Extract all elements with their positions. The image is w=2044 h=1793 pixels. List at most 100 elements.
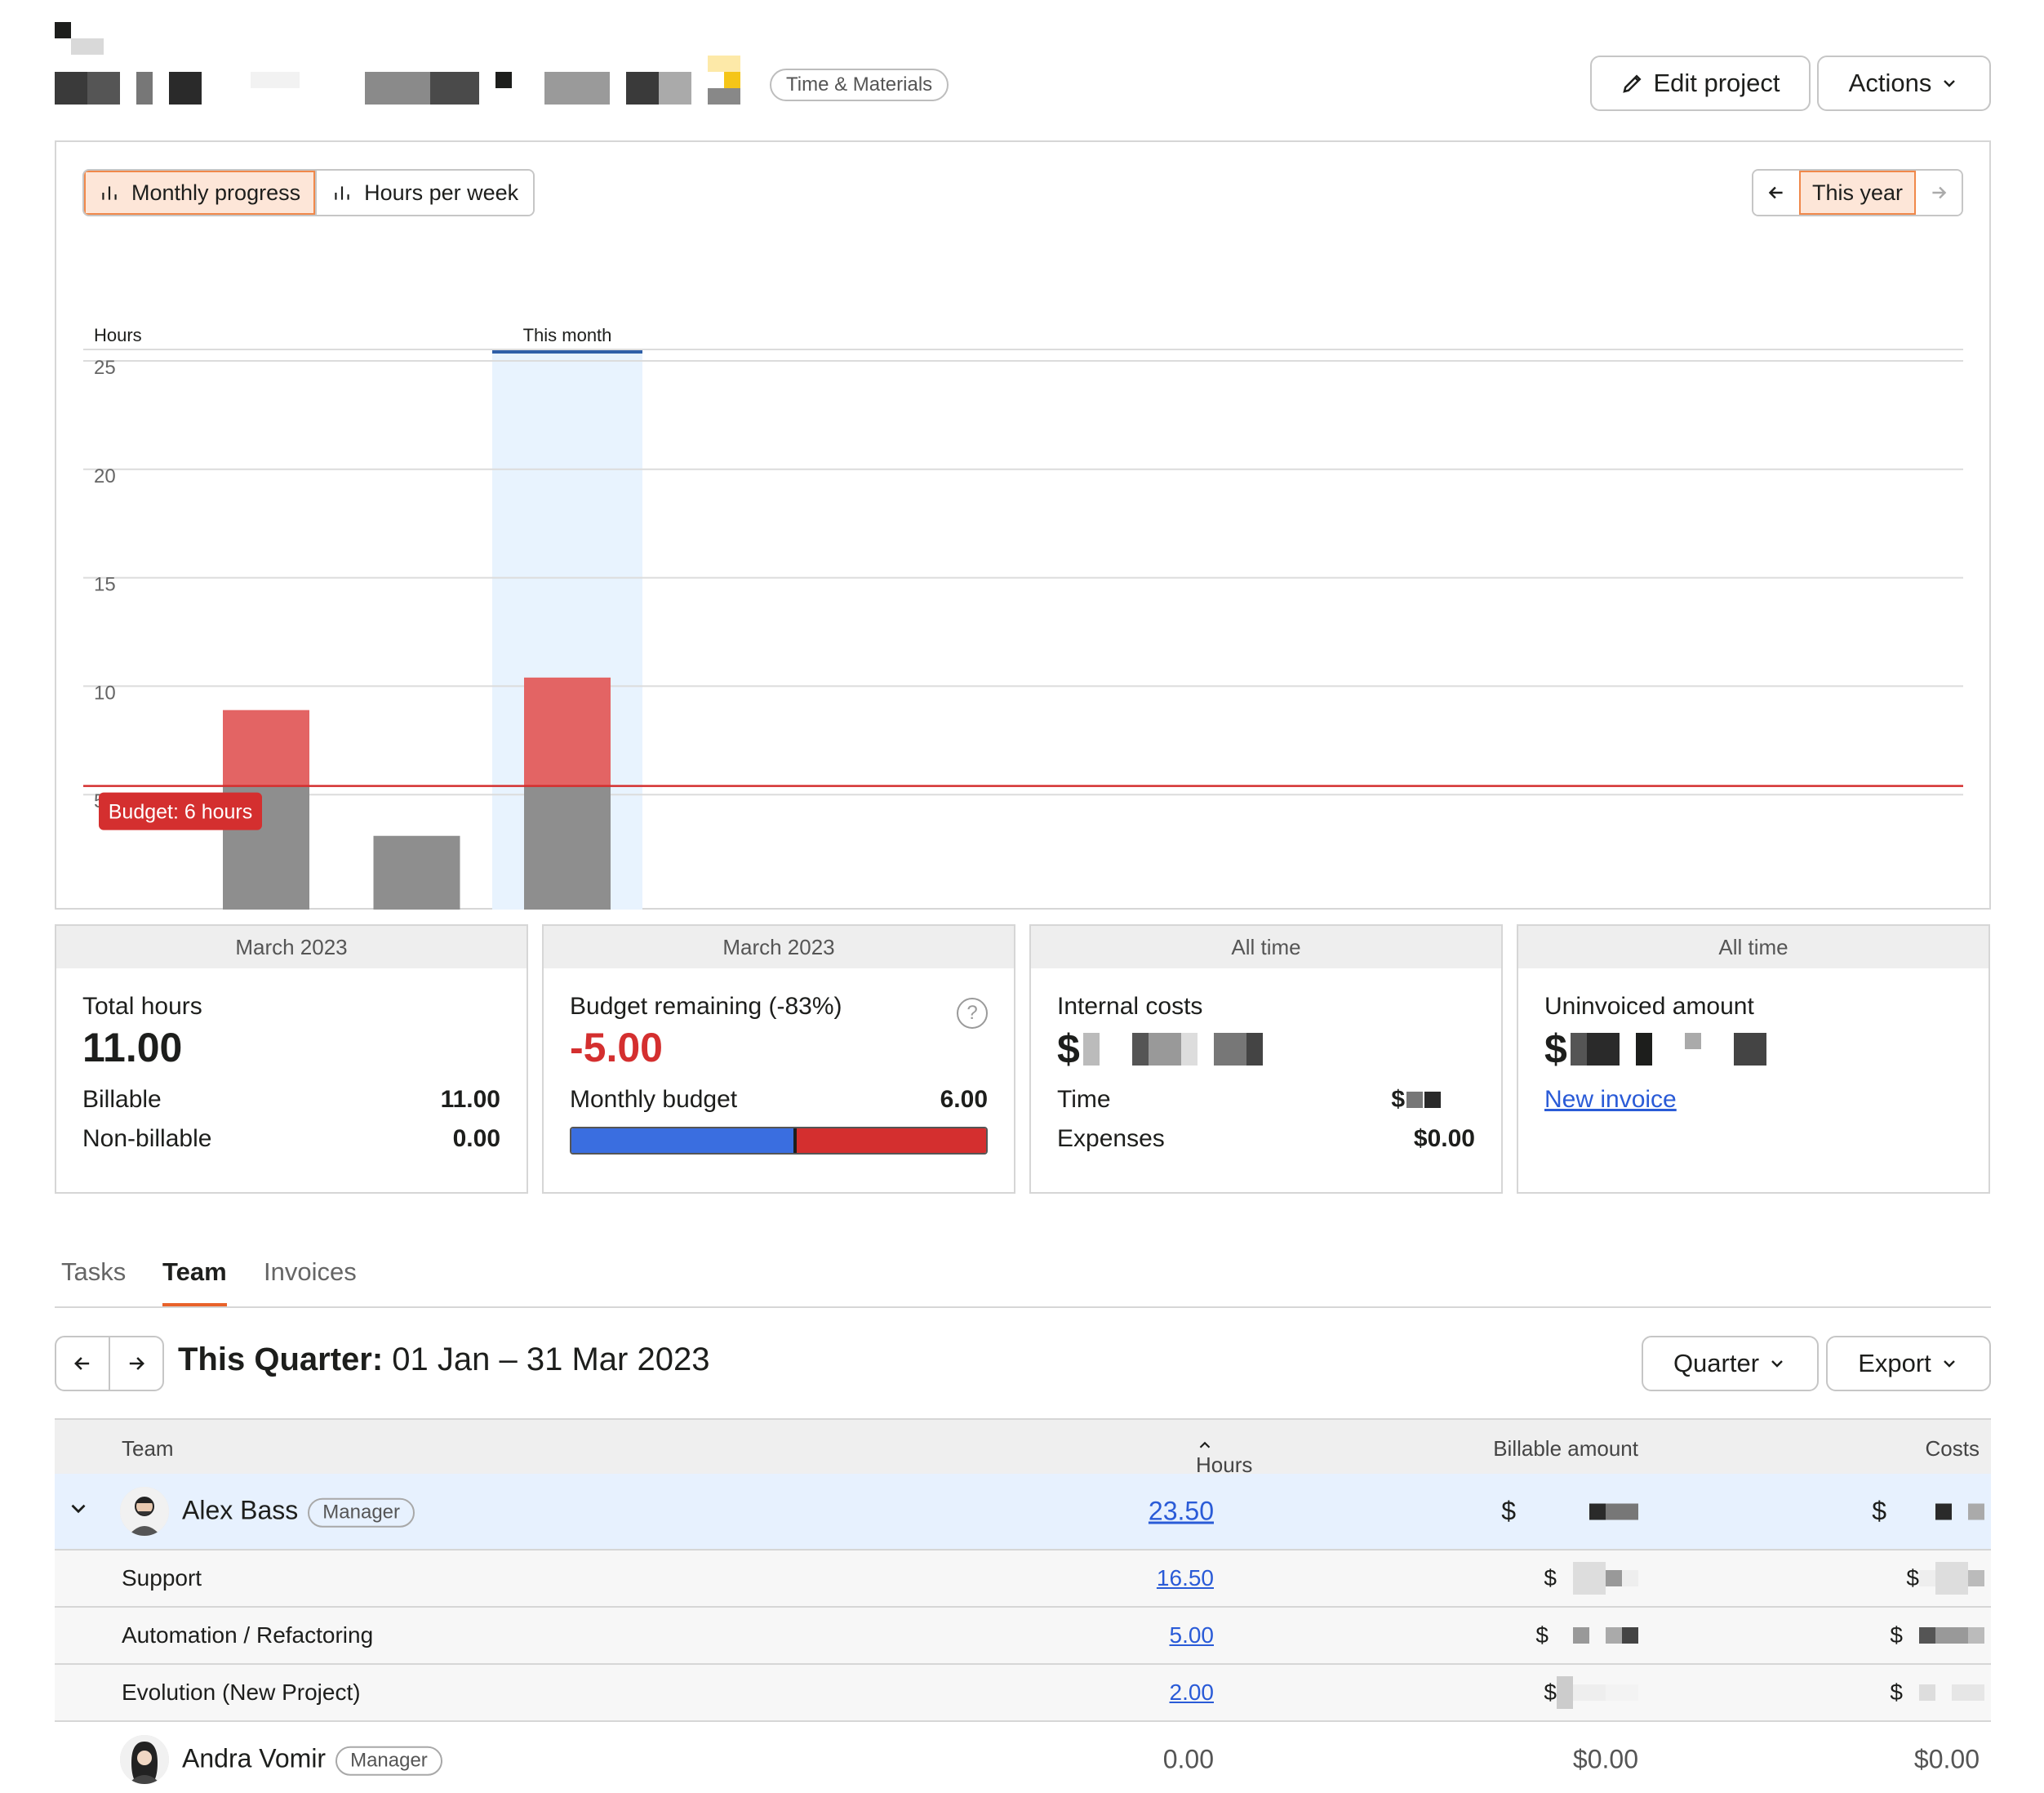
table-row[interactable]: Andra Vomir Manager 0.00 $0.00 $0.00	[55, 1722, 1991, 1793]
arrow-left-icon	[1768, 186, 1783, 199]
budget-over-fill	[795, 1128, 986, 1153]
column-costs[interactable]: Costs	[1925, 1436, 1980, 1461]
monthly-hours-chart: This monthHours510152025Budget: 6 hoursJ…	[83, 325, 1963, 910]
task-hours-link[interactable]: 5.00	[1169, 1622, 1215, 1648]
quarter-label: Quarter	[1673, 1349, 1760, 1377]
export-label: Export	[1858, 1349, 1931, 1377]
next-year-button[interactable]	[1916, 171, 1962, 215]
bar-chart-icon	[102, 186, 117, 200]
internal-costs-value: $	[1057, 1024, 1475, 1074]
period-navigator	[55, 1336, 164, 1391]
chevron-down-icon	[1943, 1360, 1955, 1368]
hours-per-week-label: Hours per week	[364, 180, 519, 205]
edit-project-button[interactable]: Edit project	[1590, 56, 1811, 111]
arrow-right-icon	[129, 1357, 144, 1370]
chart-view-toggle: Monthly progress Hours per week	[82, 169, 535, 216]
table-row: Automation / Refactoring 5.00 $ $	[55, 1608, 1991, 1665]
avatar	[120, 1487, 169, 1536]
monthly-progress-label: Monthly progress	[131, 180, 301, 205]
card-period: March 2023	[56, 926, 527, 968]
chart-panel: Monthly progress Hours per week This yea…	[55, 140, 1991, 910]
column-hours[interactable]: Hours	[1196, 1436, 1252, 1477]
y-tick-label: 20	[94, 465, 116, 487]
previous-year-button[interactable]	[1753, 171, 1799, 215]
role-badge: Manager	[335, 1746, 442, 1776]
member-billable-amount: $0.00	[1572, 1744, 1638, 1774]
expenses-label: Expenses	[1057, 1125, 1165, 1152]
bar-chart-icon	[335, 186, 349, 200]
y-tick-label: 10	[94, 682, 116, 704]
card-title: Budget remaining (-83%)	[570, 993, 842, 1020]
chevron-down-icon	[71, 1504, 86, 1514]
period-title: This Quarter: 01 Jan – 31 Mar 2023	[178, 1341, 709, 1378]
actions-dropdown[interactable]: Actions	[1817, 56, 1991, 111]
uninvoiced-amount-value: $	[1544, 1024, 1962, 1074]
task-billable-amount: $	[1535, 1622, 1638, 1648]
monthly-progress-button[interactable]: Monthly progress	[84, 171, 316, 215]
task-name: Evolution (New Project)	[122, 1680, 361, 1705]
period-range: 01 Jan – 31 Mar 2023	[392, 1341, 710, 1377]
tab-invoices[interactable]: Invoices	[264, 1257, 357, 1286]
card-title: Total hours	[82, 993, 202, 1020]
team-table: Team Hours Billable amount Costs Alex Ba…	[55, 1418, 1991, 1793]
task-name: Support	[122, 1565, 202, 1591]
sort-ascending-icon	[1199, 1441, 1211, 1448]
previous-period-button[interactable]	[56, 1337, 110, 1390]
this-year-button[interactable]: This year	[1798, 171, 1916, 215]
bar-within-budget	[524, 785, 611, 910]
role-badge: Manager	[308, 1497, 415, 1528]
task-billable-amount: $	[1544, 1676, 1638, 1709]
member-billable-amount: $	[1501, 1497, 1638, 1527]
edit-project-label: Edit project	[1653, 69, 1780, 97]
task-hours-link[interactable]: 16.50	[1156, 1565, 1214, 1591]
table-row: Support 16.50 $ $	[55, 1551, 1991, 1608]
non-billable-value: 0.00	[452, 1125, 500, 1152]
budget-remaining-card: March 2023 Budget remaining (-83%) ? -5.…	[542, 924, 1015, 1194]
currency-prefix: $	[1057, 1026, 1080, 1072]
non-billable-label: Non-billable	[82, 1125, 212, 1152]
card-period: All time	[1518, 926, 1988, 968]
export-dropdown[interactable]: Export	[1826, 1336, 1991, 1391]
column-billable-amount[interactable]: Billable amount	[1493, 1436, 1638, 1461]
table-header: Team Hours Billable amount Costs	[55, 1418, 1991, 1477]
billable-label: Billable	[82, 1086, 162, 1113]
bar-within-budget	[373, 835, 460, 910]
new-invoice-link[interactable]: New invoice	[1544, 1086, 1677, 1113]
member-hours-link[interactable]: 23.50	[1148, 1496, 1214, 1526]
tab-team[interactable]: Team	[162, 1257, 227, 1306]
budget-progress-bar	[570, 1127, 988, 1155]
this-month-marker	[492, 349, 642, 354]
redacted-amount	[1082, 1033, 1263, 1066]
member-name: Andra Vomir Manager	[182, 1744, 442, 1776]
task-hours-link[interactable]: 2.00	[1169, 1680, 1215, 1705]
expenses-value: $0.00	[1413, 1125, 1475, 1152]
budget-label-badge	[99, 792, 262, 830]
currency-prefix: $	[1544, 1026, 1567, 1072]
total-hours-value: 11.00	[82, 1025, 183, 1070]
help-icon[interactable]: ?	[957, 998, 988, 1029]
redacted-amount	[1570, 1033, 1766, 1066]
collapse-row-button[interactable]	[66, 1497, 91, 1527]
task-costs: $	[1890, 1680, 1984, 1706]
budget-used-fill	[571, 1128, 796, 1153]
hours-per-week-button[interactable]: Hours per week	[315, 171, 534, 215]
avatar	[120, 1735, 169, 1784]
time-value: $	[1391, 1086, 1475, 1114]
table-row[interactable]: Alex Bass Manager 23.50 $ $	[55, 1474, 1991, 1551]
card-period: March 2023	[544, 926, 1014, 968]
quarter-dropdown[interactable]: Quarter	[1642, 1336, 1819, 1391]
member-hours: 0.00	[1162, 1744, 1214, 1774]
tab-tasks[interactable]: Tasks	[61, 1257, 127, 1286]
uninvoiced-amount-card: All time Uninvoiced amount $ New invoice	[1517, 924, 1990, 1194]
next-period-button[interactable]	[110, 1337, 162, 1390]
task-costs: $	[1906, 1562, 1984, 1595]
card-title: Internal costs	[1057, 993, 1203, 1020]
time-label: Time	[1057, 1086, 1111, 1113]
billable-value: 11.00	[440, 1086, 500, 1113]
this-month-label: This month	[523, 325, 612, 345]
column-team[interactable]: Team	[122, 1436, 174, 1461]
table-row: Evolution (New Project) 2.00 $ $	[55, 1665, 1991, 1722]
total-hours-card: March 2023 Total hours 11.00 Billable 11.…	[55, 924, 528, 1194]
y-axis-label: Hours	[94, 325, 142, 345]
arrow-left-icon	[74, 1357, 90, 1370]
